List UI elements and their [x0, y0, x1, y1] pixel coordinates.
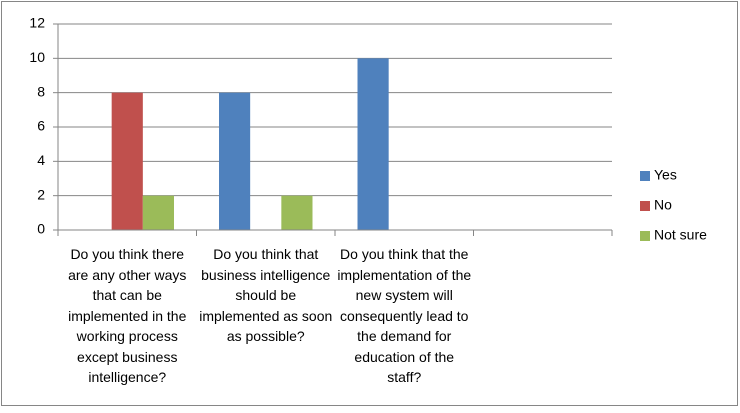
y-tick-label: 4 — [37, 152, 45, 168]
bar — [219, 92, 251, 231]
bar — [281, 195, 313, 230]
y-tick-label: 2 — [37, 186, 45, 202]
y-tick-label: 6 — [37, 118, 45, 134]
y-tick-label: 10 — [29, 49, 45, 65]
y-tick-label: 12 — [29, 15, 45, 31]
x-tick-label: Do you think that business intelligence … — [199, 246, 333, 344]
x-tick-label: Do you think that the implementation of … — [337, 246, 472, 385]
legend-label: No — [654, 197, 672, 213]
legend-label: Yes — [654, 167, 677, 183]
bar — [142, 195, 174, 230]
bar — [357, 58, 389, 231]
legend-swatch — [640, 231, 650, 241]
y-tick-label: 0 — [37, 221, 45, 237]
legend-swatch — [640, 201, 650, 211]
bar — [111, 92, 143, 231]
y-tick-label: 8 — [37, 83, 45, 99]
x-tick-label: Do you think there are any other ways th… — [68, 246, 187, 385]
legend-label: Not sure — [654, 227, 707, 243]
legend-swatch — [640, 171, 650, 181]
